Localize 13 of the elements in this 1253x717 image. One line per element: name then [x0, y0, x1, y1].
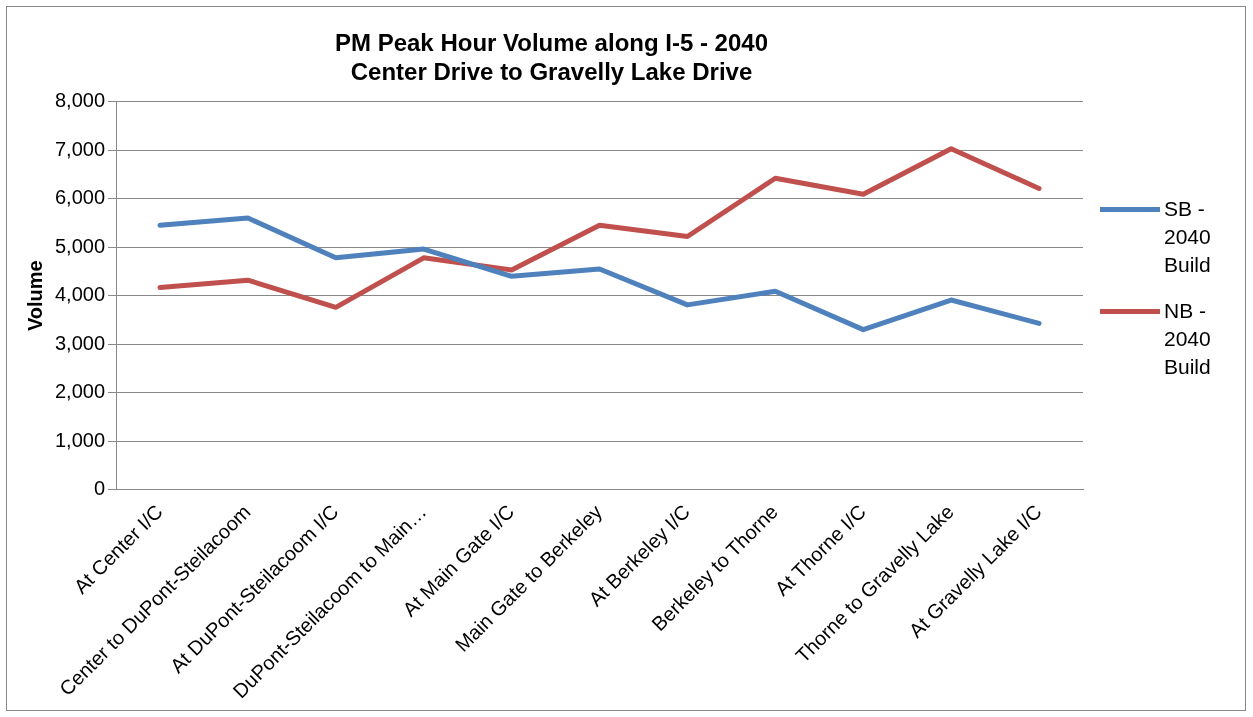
legend-label: SB - 2040 Build: [1164, 196, 1212, 278]
y-tick-label: 1,000: [54, 428, 106, 451]
y-tick-label: 5,000: [54, 234, 106, 257]
y-tick-label: 2,000: [54, 380, 106, 403]
y-axis-title: Volume: [23, 260, 46, 332]
y-tick-label: 6,000: [54, 186, 106, 209]
chart-title: PM Peak Hour Volume along I-5 - 2040 Center Drive to Gravelly Lake Drive: [334, 29, 769, 85]
y-tick-label: 8,000: [54, 89, 106, 112]
y-tick-label: 3,000: [54, 331, 106, 354]
y-tick-label: 0: [93, 477, 106, 500]
y-tick-label: 7,000: [54, 137, 106, 160]
y-tick-label: 4,000: [54, 283, 106, 306]
legend-label: NB - 2040 Build: [1164, 298, 1212, 380]
